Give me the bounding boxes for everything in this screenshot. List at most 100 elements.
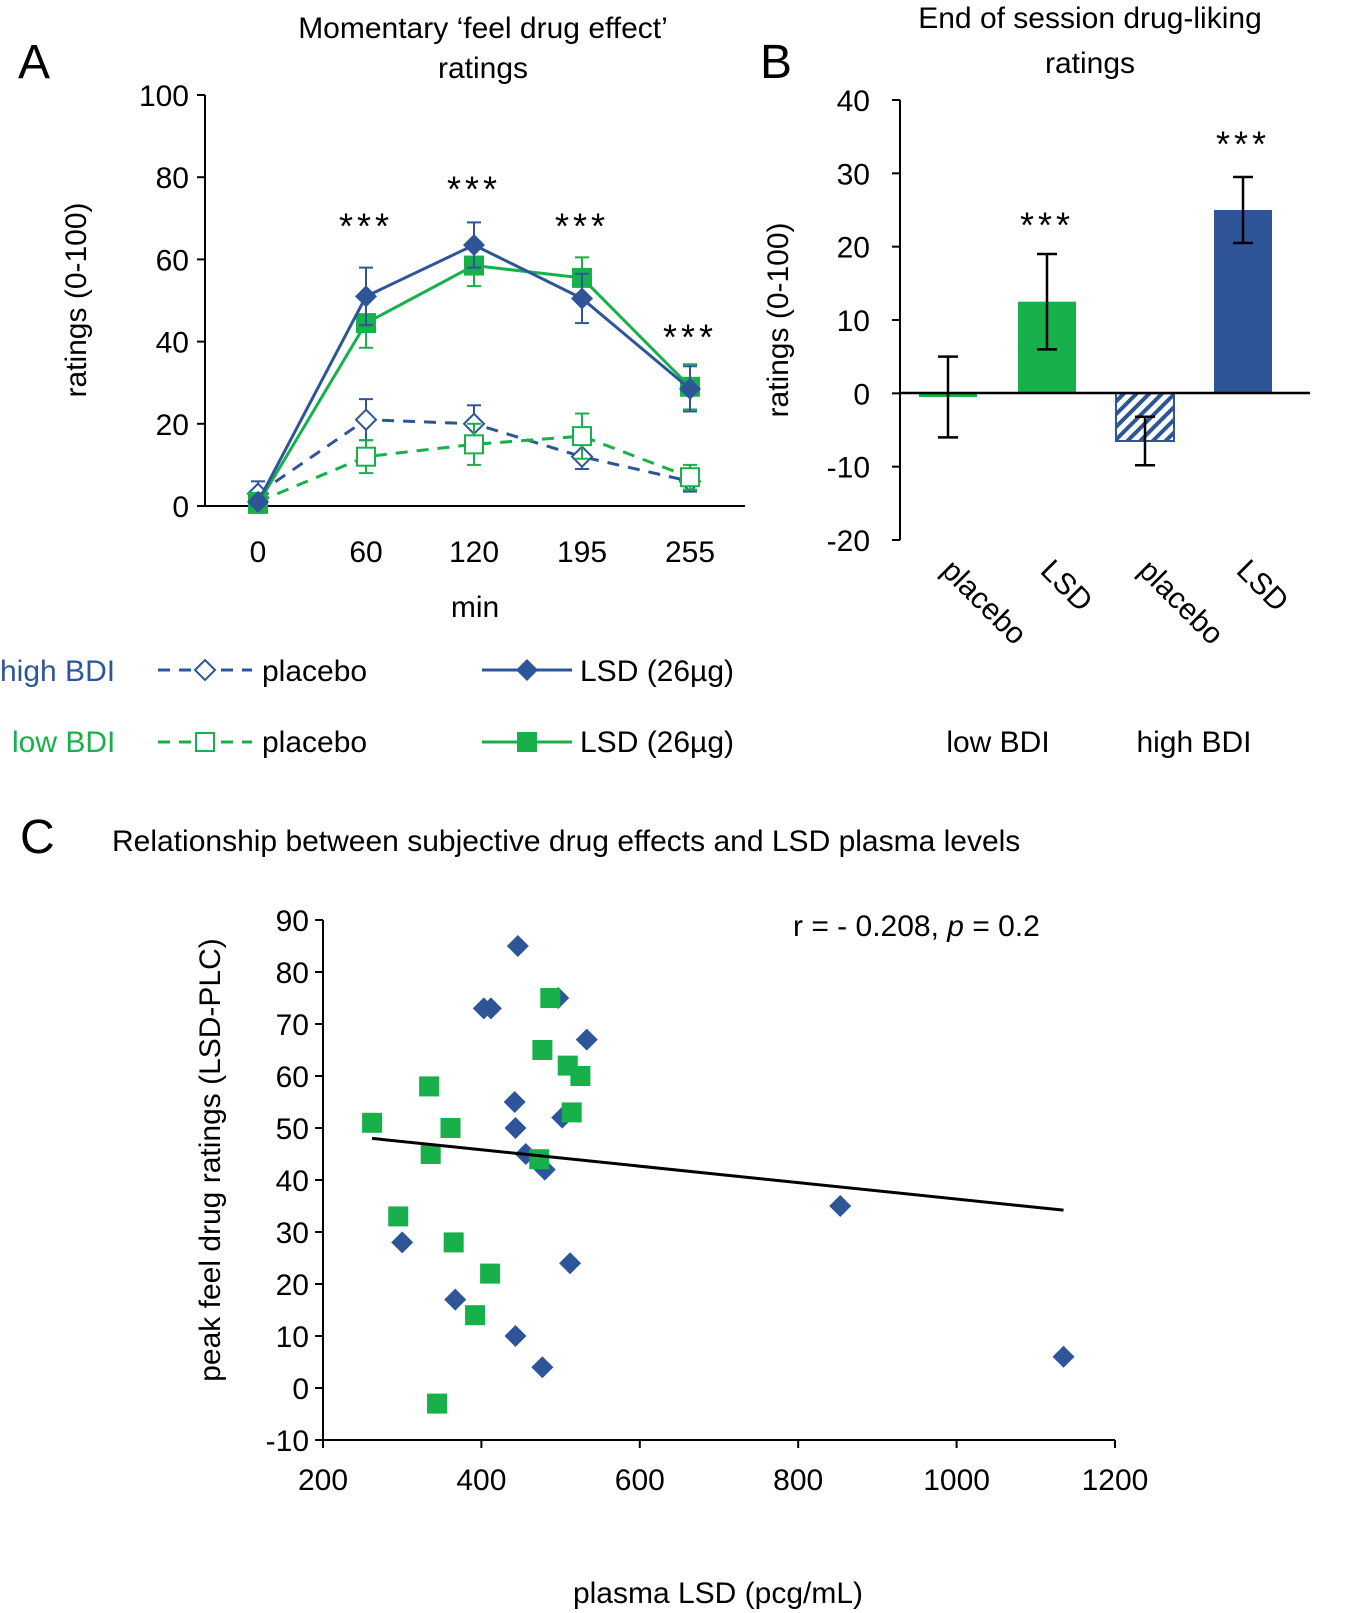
- panel-c-point-low-bdi: [420, 1144, 441, 1164]
- legend-high-lsd-text: LSD (26µg): [580, 655, 734, 688]
- panel-a-title-line-1: Momentary ‘feel drug effect’: [298, 12, 668, 45]
- panel-c-point-low-bdi: [443, 1232, 464, 1253]
- panel-c-y-tick-label: 10: [276, 1321, 309, 1354]
- panel-c-y-tick-label: 0: [292, 1373, 309, 1406]
- panel-c-point-low-bdi: [427, 1393, 448, 1414]
- panel-c-title: Relationship between subjective drug eff…: [112, 825, 1020, 858]
- panel-c-point-low-bdi: [465, 1305, 486, 1326]
- panel-a-x-tick-label: 120: [449, 536, 499, 569]
- panel-b-x-tick-label: LSD: [1034, 554, 1099, 619]
- panel-c-point-high-bdi: [1052, 1345, 1075, 1368]
- panel-b-group-label-high: high BDI: [1136, 726, 1251, 759]
- panel-c-point-high-bdi: [391, 1231, 414, 1254]
- panel-c-trendline: [371, 1136, 1064, 1212]
- panel-a-data-point: [355, 285, 377, 308]
- panel-b-group-label-low: low BDI: [946, 726, 1049, 759]
- panel-c-point-high-bdi: [479, 997, 502, 1020]
- panel-b-title-line-2: ratings: [1045, 47, 1135, 80]
- stat-p-value: = 0.2: [964, 910, 1040, 943]
- panel-a-data-point: [463, 234, 485, 257]
- panel-label-a: A: [18, 36, 50, 89]
- panel-c-x-axis-label: plasma LSD (pcg/mL): [573, 1577, 863, 1610]
- panel-a-y-tick-label: 20: [156, 409, 189, 442]
- panel-c-point-low-bdi: [388, 1206, 409, 1227]
- panel-b-significance-marker: ***: [1216, 124, 1270, 165]
- panel-a-data-point: [572, 426, 592, 447]
- panel-b-x-tick-label: placebo: [1132, 554, 1230, 652]
- panel-a-y-tick-label: 100: [139, 80, 189, 113]
- panel-c-x-tick-label: 200: [298, 1464, 348, 1497]
- panel-a-data-point: [247, 490, 269, 513]
- stat-p-symbol: p: [946, 910, 964, 943]
- panel-a-data-point: [354, 408, 378, 432]
- panel-a-x-tick-label: 255: [665, 536, 715, 569]
- panel-b-x-tick-label: placebo: [935, 554, 1033, 652]
- panel-c-point-low-bdi: [440, 1118, 461, 1138]
- panel-c-point-high-bdi: [504, 1117, 527, 1139]
- panel-a-y-tick-label: 60: [156, 244, 189, 277]
- panel-c-y-axis-label: peak feel drug ratings (LSD-PLC): [194, 938, 227, 1382]
- panel-a-y-tick-label: 80: [156, 162, 189, 195]
- panel-c-point-low-bdi: [561, 1102, 582, 1123]
- panel-a-data-point: [680, 467, 700, 488]
- panel-c-point-low-bdi: [480, 1263, 501, 1284]
- panel-a-title-line-2: ratings: [438, 52, 528, 85]
- panel-c-x-tick-label: 1000: [923, 1464, 990, 1497]
- panel-c-x-tick-label: 1200: [1082, 1464, 1149, 1497]
- panel-c-point-low-bdi: [419, 1076, 440, 1097]
- panel-c-point-high-bdi: [444, 1288, 467, 1311]
- panel-b-y-axis-label: ratings (0-100): [762, 222, 795, 417]
- panel-b-y-tick-label: -20: [827, 525, 870, 558]
- panel-b-y-tick-label: 0: [853, 378, 870, 411]
- panel-a-x-axis-label: min: [451, 591, 499, 624]
- legend-low-bdi-label: low BDI: [12, 726, 115, 759]
- legend-low-lsd-marker: [517, 732, 537, 752]
- panel-a-x-tick-label: 0: [250, 536, 267, 569]
- panel-a-y-tick-label: 40: [156, 327, 189, 360]
- panel-b-y-tick-label: 10: [837, 305, 870, 338]
- panel-b-y-tick-label: -10: [827, 452, 870, 485]
- panel-c-x-tick-label: 400: [456, 1464, 506, 1497]
- legend: high BDI placebo LSD (26µg) low BDI plac…: [0, 655, 734, 759]
- panel-c-point-high-bdi: [559, 1252, 582, 1275]
- panel-a-line-chart: A Momentary ‘feel drug effect’ ratings r…: [18, 12, 745, 624]
- panel-c-point-high-bdi: [503, 1091, 526, 1113]
- panel-c-y-tick-label: 20: [276, 1269, 309, 1302]
- panel-c-y-tick-label: 80: [276, 957, 309, 990]
- panel-c-y-tick-label: -10: [266, 1425, 309, 1458]
- panel-a-data-point: [356, 446, 376, 467]
- legend-low-placebo-text: placebo: [262, 726, 367, 759]
- panel-a-x-tick-label: 195: [557, 536, 607, 569]
- panel-c-point-high-bdi: [531, 1356, 554, 1379]
- legend-low-placebo-marker: [195, 732, 215, 752]
- panel-c-point-high-bdi: [504, 1325, 527, 1347]
- panel-a-y-tick-label: 0: [172, 491, 189, 524]
- panel-c-y-tick-label: 40: [276, 1165, 309, 1198]
- panel-c-point-high-bdi: [829, 1195, 852, 1217]
- panel-c-point-high-bdi: [575, 1028, 598, 1051]
- panel-c-x-tick-label: 600: [615, 1464, 665, 1497]
- panel-b-y-tick-label: 40: [837, 85, 870, 118]
- panel-c-y-tick-label: 60: [276, 1061, 309, 1094]
- panel-c-y-tick-label: 50: [276, 1113, 309, 1146]
- panel-c-y-tick-label: 70: [276, 1009, 309, 1042]
- legend-high-placebo-marker: [193, 658, 217, 682]
- panel-label-c: C: [20, 811, 55, 864]
- panel-c-stat-annotation: r = - 0.208, p = 0.2: [793, 910, 1040, 943]
- panel-b-bar-chart: B End of session drug-liking ratings rat…: [760, 2, 1310, 759]
- panel-a-y-axis-label: ratings (0-100): [60, 202, 93, 397]
- panel-a-data-point: [464, 434, 484, 455]
- panel-a-significance-marker: ***: [663, 316, 717, 357]
- panel-c-x-tick-label: 800: [773, 1464, 823, 1497]
- panel-a-data-point: [679, 377, 701, 400]
- panel-b-x-tick-label: LSD: [1230, 554, 1295, 619]
- panel-a-series-line: [256, 264, 692, 505]
- panel-c-scatter-chart: C Relationship between subjective drug e…: [20, 811, 1148, 1610]
- panel-label-b: B: [760, 36, 792, 89]
- panel-c-point-low-bdi: [532, 1040, 553, 1060]
- panel-a-data-point: [571, 287, 593, 310]
- panel-b-title-line-1: End of session drug-liking: [918, 2, 1262, 35]
- panel-a-x-tick-label: 60: [349, 536, 382, 569]
- panel-c-point-low-bdi: [529, 1149, 550, 1170]
